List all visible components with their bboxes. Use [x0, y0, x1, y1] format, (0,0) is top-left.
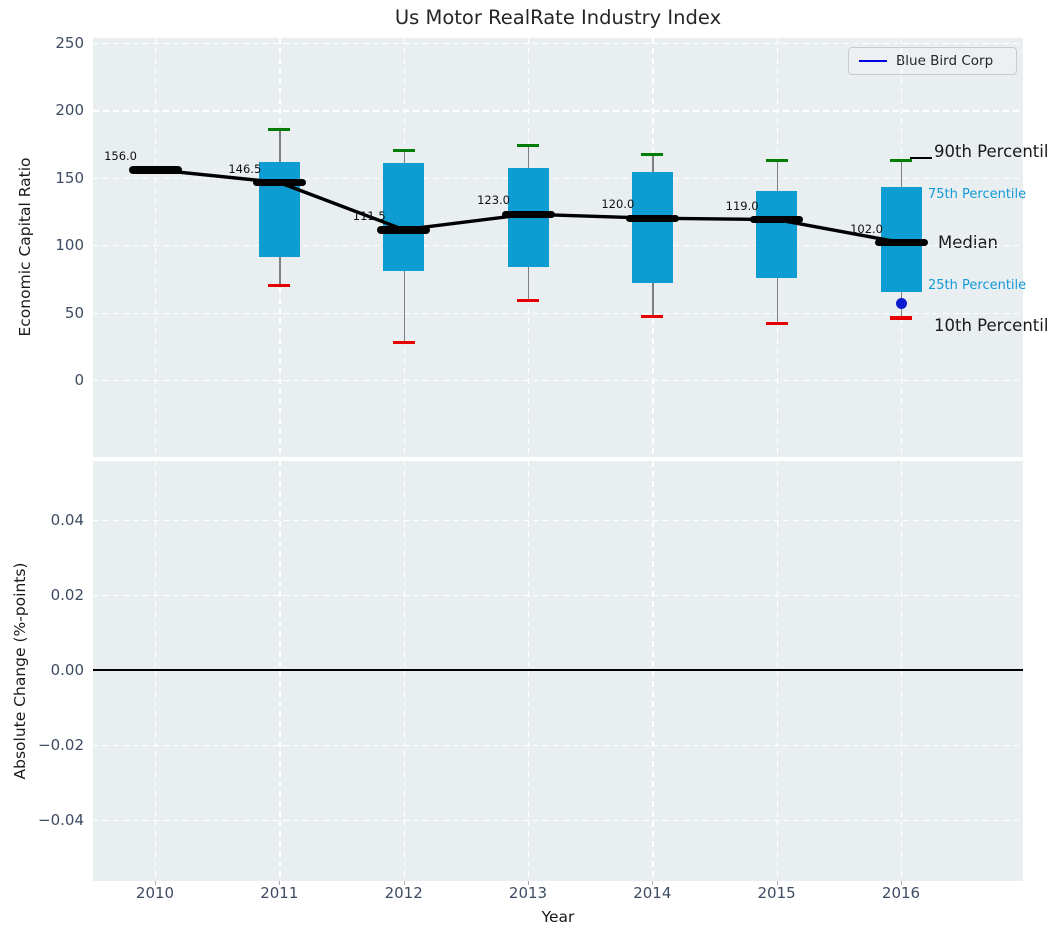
cap-90th-percentile [890, 158, 912, 162]
x-tick-label: 2015 [757, 884, 796, 902]
iqr-box [756, 191, 798, 278]
annotation-10th-percentile: 10th Percentile [934, 315, 1049, 335]
x-tick-mark [403, 881, 405, 885]
y-axis-label-bottom: Absolute Change (%-points) [11, 562, 29, 780]
x-axis-label: Year [541, 908, 575, 926]
gridline-horizontal [93, 520, 1023, 522]
y-tick-label: 200 [55, 101, 84, 120]
cap-90th-percentile [517, 143, 539, 147]
gridline-horizontal [93, 595, 1023, 597]
legend-label: Blue Bird Corp [896, 53, 994, 69]
x-tick-label: 2014 [633, 884, 672, 902]
median-marker [252, 178, 306, 187]
cap-90th-percentile [765, 158, 788, 162]
x-tick-mark [528, 881, 529, 885]
y-tick-label: 250 [55, 34, 84, 52]
cap-90th-percentile [268, 127, 291, 131]
median-marker [874, 238, 928, 247]
x-tick-mark [652, 881, 654, 885]
median-marker [377, 226, 431, 234]
y-tick-label: 100 [55, 236, 84, 255]
gridline-horizontal [93, 745, 1023, 747]
x-tick-mark [155, 881, 156, 885]
gridline-vertical [901, 461, 903, 881]
gridline-horizontal [93, 110, 1023, 112]
iqr-box [383, 163, 425, 271]
cap-90th-percentile [392, 149, 415, 153]
median-value-label: 146.5 [228, 161, 262, 176]
gridline-vertical [652, 461, 654, 881]
cap-10th-percentile [890, 316, 912, 320]
gridline-horizontal [93, 312, 1023, 314]
annotation-75th-percentile: 75th Percentile [928, 187, 1027, 203]
gridline-horizontal [93, 820, 1023, 822]
x-tick-label: 2012 [384, 884, 423, 902]
cap-10th-percentile [641, 315, 664, 319]
y-tick-label: −0.02 [38, 736, 84, 754]
median-value-label: 102.0 [850, 221, 883, 236]
annotation-90th-percentile: 90th Percentile [934, 142, 1049, 162]
cap-10th-percentile [517, 298, 539, 303]
gridline-vertical [528, 461, 530, 881]
gridline-horizontal [93, 177, 1023, 180]
top-panel [93, 38, 1023, 457]
gridline-vertical [155, 461, 157, 881]
cap-10th-percentile [765, 321, 788, 325]
iqr-box [631, 172, 673, 283]
x-tick-label: 2016 [881, 884, 921, 902]
median-value-label: 123.0 [477, 193, 510, 208]
legend-line-sample [859, 59, 887, 63]
median-value-label: 156.0 [104, 148, 137, 163]
gridline-horizontal [93, 245, 1023, 247]
iqr-box [258, 161, 300, 258]
y-tick-label: −0.04 [38, 811, 84, 829]
company-dot [895, 297, 907, 309]
median-marker [625, 214, 679, 222]
zero-line [93, 669, 1023, 671]
y-tick-label: 0.04 [50, 511, 84, 529]
annotation-25th-percentile: 25th Percentile [928, 278, 1027, 294]
y-tick-label: 150 [55, 168, 84, 187]
chart-title: Us Motor RealRate Industry Index [394, 6, 722, 29]
legend: Blue Bird Corp [848, 47, 1017, 75]
median-marker [128, 166, 182, 174]
gridline-vertical [403, 461, 405, 881]
median-value-label: 120.0 [601, 197, 635, 212]
y-tick-label: 0 [74, 371, 84, 389]
x-tick-label: 2010 [135, 884, 175, 902]
cap-90th-percentile [641, 153, 664, 157]
y-tick-label: 50 [64, 303, 84, 322]
gridline-vertical [155, 38, 157, 457]
x-tick-mark [776, 881, 778, 885]
gridline-horizontal [93, 43, 1023, 45]
x-tick-mark [901, 881, 902, 885]
gridline-vertical [776, 461, 778, 881]
gridline-vertical [279, 461, 281, 881]
median-value-label: 119.0 [725, 198, 759, 213]
x-tick-label: 2011 [260, 884, 299, 902]
x-tick-mark [279, 881, 281, 885]
median-marker [750, 215, 804, 224]
cap-10th-percentile [392, 340, 415, 344]
cap-10th-percentile [268, 284, 291, 288]
annotation-90th-leader-line [910, 157, 932, 159]
y-tick-label: 0.00 [50, 661, 84, 679]
x-tick-label: 2013 [508, 884, 548, 902]
annotation-median: Median [938, 232, 999, 252]
median-marker [501, 210, 555, 218]
median-value-label: 111.5 [352, 208, 386, 223]
y-tick-label: 0.02 [50, 586, 84, 604]
gridline-horizontal [93, 380, 1023, 382]
